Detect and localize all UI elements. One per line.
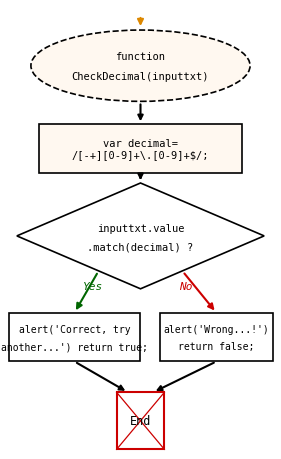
Bar [117, 392, 164, 449]
Text: alert('Wrong...!'): alert('Wrong...!') [164, 324, 269, 334]
Text: function: function [115, 51, 166, 62]
Text: No: No [179, 282, 192, 292]
Ellipse shape [31, 31, 250, 102]
Text: .match(decimal) ?: .match(decimal) ? [87, 241, 194, 252]
Bar [39, 125, 242, 173]
Text: CheckDecimal(inputtxt): CheckDecimal(inputtxt) [72, 72, 209, 82]
Polygon shape [17, 184, 264, 289]
Text: return false;: return false; [178, 341, 255, 352]
Text: End: End [130, 414, 151, 427]
Bar [9, 313, 140, 362]
Text: another...') return true;: another...') return true; [1, 341, 148, 352]
Text: var decimal=
/[-+][0-9]+\.[0-9]+$/;: var decimal= /[-+][0-9]+\.[0-9]+$/; [72, 139, 209, 160]
Bar [160, 313, 273, 362]
Text: alert('Correct, try: alert('Correct, try [19, 324, 130, 334]
Text: inputtxt.value: inputtxt.value [97, 223, 184, 233]
Text: Yes: Yes [83, 282, 103, 292]
